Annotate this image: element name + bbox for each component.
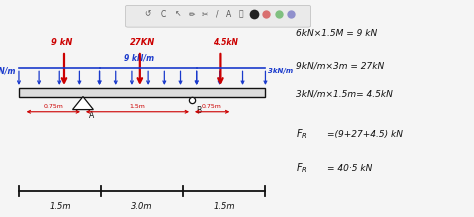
Text: 1.5m: 1.5m: [129, 104, 146, 109]
Text: $F_R$: $F_R$: [296, 128, 308, 141]
Text: A: A: [89, 111, 94, 120]
Text: ⬜: ⬜: [238, 10, 243, 19]
Polygon shape: [73, 97, 93, 110]
Text: = 40·5 kN: = 40·5 kN: [327, 164, 373, 173]
Text: B: B: [197, 106, 202, 115]
Text: 3.0m: 3.0m: [131, 202, 153, 211]
Text: 1.5m: 1.5m: [214, 202, 235, 211]
Text: 0.75m: 0.75m: [202, 104, 222, 109]
Text: 1.5m: 1.5m: [49, 202, 71, 211]
Text: 9kN/m×3m = 27kN: 9kN/m×3m = 27kN: [296, 62, 384, 71]
FancyBboxPatch shape: [126, 5, 310, 27]
Text: 6kN×1.5M = 9 kN: 6kN×1.5M = 9 kN: [296, 29, 377, 38]
Text: ✏: ✏: [189, 10, 195, 19]
Text: 0.75m: 0.75m: [44, 104, 63, 109]
Bar: [19, 88, 265, 97]
Text: ✂: ✂: [202, 10, 209, 19]
Text: 9 kN: 9 kN: [51, 38, 73, 47]
Text: 6kN/m: 6kN/m: [0, 66, 17, 75]
Text: $F_R$: $F_R$: [296, 161, 308, 175]
Text: ↺: ↺: [144, 10, 150, 19]
Text: 3kN/m: 3kN/m: [268, 67, 293, 74]
Text: 27KN: 27KN: [129, 38, 155, 47]
Text: A: A: [226, 10, 232, 19]
Text: C: C: [161, 10, 166, 19]
Text: =(9+27+4.5) kN: =(9+27+4.5) kN: [327, 130, 403, 139]
Text: ↖: ↖: [174, 10, 181, 19]
Text: /: /: [216, 10, 219, 19]
Text: 9 kN/m: 9 kN/m: [124, 54, 154, 63]
Text: 3kN/m×1.5m= 4.5kN: 3kN/m×1.5m= 4.5kN: [296, 90, 393, 99]
Text: 4.5kN: 4.5kN: [213, 38, 237, 47]
